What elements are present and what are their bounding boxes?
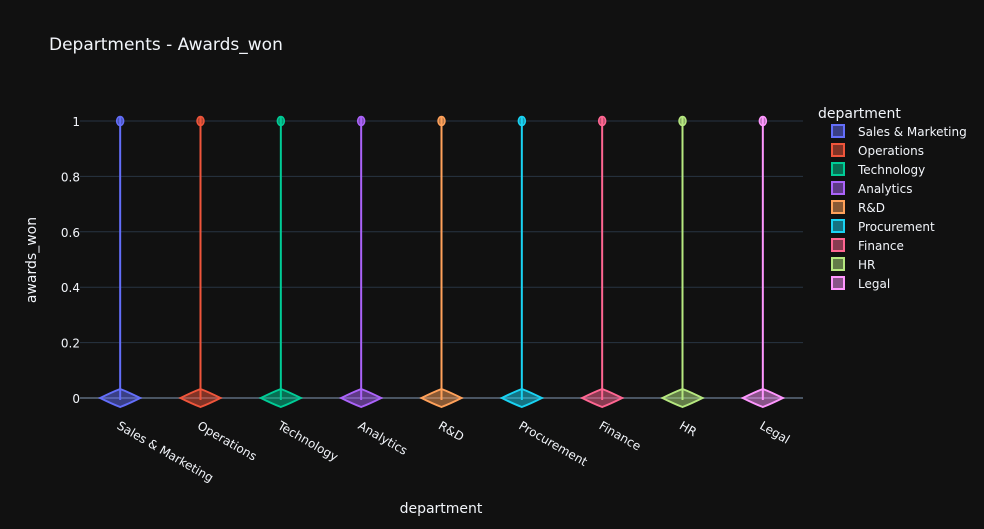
legend-item-sales-marketing[interactable]: Sales & Marketing (831, 124, 967, 139)
violin-r-d[interactable] (419, 115, 464, 409)
legend-item-procurement[interactable]: Procurement (831, 219, 935, 234)
violin-body (178, 387, 223, 409)
legend-item-technology[interactable]: Technology (831, 162, 925, 177)
violin-hr[interactable] (660, 115, 705, 409)
legend-swatch (831, 276, 845, 290)
violin-body (419, 387, 464, 409)
violin-body (338, 387, 384, 409)
legend-item-analytics[interactable]: Analytics (831, 181, 913, 196)
legend-swatch (831, 143, 845, 157)
violin-procurement[interactable] (499, 115, 545, 409)
legend-swatch (831, 181, 845, 195)
legend[interactable]: department Sales & Marketing Operations Te… (818, 106, 967, 291)
x-axis-title: department (400, 501, 483, 517)
legend-label: Operations (858, 144, 924, 158)
legend-label: Analytics (858, 182, 913, 196)
legend-item-r-d[interactable]: R&D (831, 200, 885, 215)
y-tick-label: 0 (72, 392, 80, 406)
legend-label: R&D (858, 201, 885, 215)
legend-label: Sales & Marketing (858, 125, 967, 139)
violin-analytics[interactable] (338, 115, 384, 409)
violin-body (97, 387, 143, 409)
legend-title: department (818, 106, 901, 122)
violin-body (499, 387, 545, 409)
violin-body (660, 387, 705, 409)
violin-technology[interactable] (258, 115, 304, 409)
violin-top-marker (678, 115, 687, 127)
legend-item-hr[interactable]: HR (831, 257, 875, 272)
y-axis-ticks: 0 0.2 0.4 0.6 0.8 1 (61, 115, 80, 406)
legend-label: Legal (858, 277, 890, 291)
legend-swatch (831, 162, 845, 176)
violin-top-marker (758, 115, 768, 127)
legend-item-legal[interactable]: Legal (831, 276, 890, 291)
violin-finance[interactable] (579, 115, 625, 409)
legend-swatch (831, 219, 845, 233)
legend-item-finance[interactable]: Finance (831, 238, 904, 253)
y-tick-label: 0.2 (61, 337, 80, 351)
violin-top-marker (276, 115, 286, 127)
violin-legal[interactable] (740, 115, 786, 409)
legend-swatch (831, 124, 845, 138)
violin-top-marker (437, 115, 446, 127)
y-tick-label: 0.8 (61, 170, 80, 184)
legend-label: Technology (857, 163, 925, 177)
legend-label: Finance (858, 239, 904, 253)
violin-top-marker (196, 115, 205, 127)
violin-operations[interactable] (178, 115, 223, 409)
y-tick-label: 1 (72, 115, 80, 129)
violin-top-marker (597, 115, 607, 127)
legend-swatch (831, 238, 845, 252)
y-tick-label: 0.6 (61, 226, 80, 240)
legend-swatch (831, 200, 845, 214)
legend-label: HR (858, 258, 875, 272)
legend-label: Procurement (858, 220, 935, 234)
violin-sales-marketing[interactable] (97, 115, 143, 409)
violin-top-marker (356, 115, 366, 127)
legend-swatch (831, 257, 845, 271)
violin-top-marker (517, 115, 527, 127)
violin-body (740, 387, 786, 409)
violin-top-marker (115, 115, 125, 127)
legend-item-operations[interactable]: Operations (831, 143, 924, 158)
violin-body (579, 387, 625, 409)
chart-title: Departments - Awards_won (49, 35, 283, 55)
y-axis-title: awards_won (24, 217, 40, 303)
violin-body (258, 387, 304, 409)
legend-items[interactable]: Sales & Marketing Operations Technology Ana… (831, 124, 967, 291)
y-tick-label: 0.4 (61, 281, 80, 295)
violins (97, 115, 786, 409)
